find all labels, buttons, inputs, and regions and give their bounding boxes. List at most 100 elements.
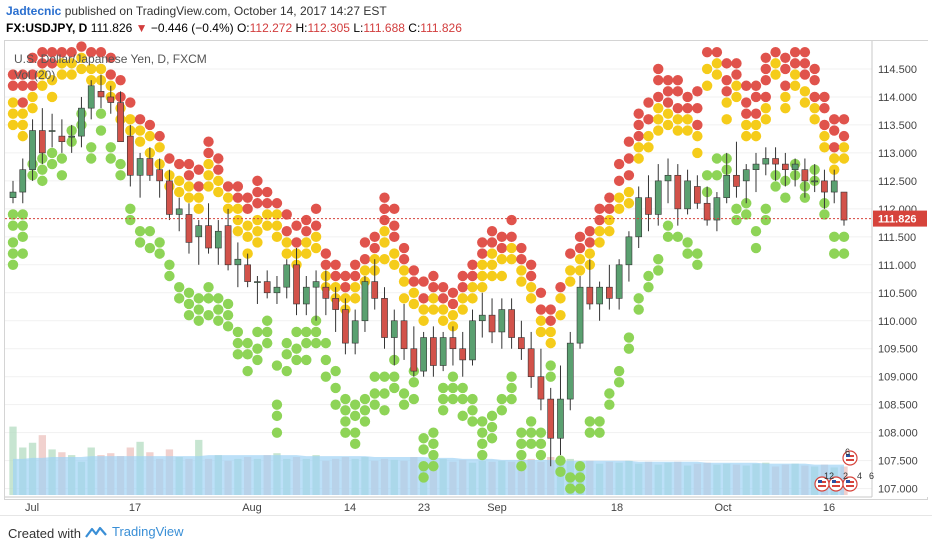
red-dot xyxy=(174,158,185,170)
yellow-dot xyxy=(672,114,683,125)
price-tick-label: 109.000 xyxy=(878,372,918,384)
red-dot xyxy=(203,136,214,147)
red-dot xyxy=(27,80,38,91)
red-dot xyxy=(369,242,380,254)
yellow-dot xyxy=(809,102,820,114)
price-axis-background xyxy=(872,41,928,497)
red-dot xyxy=(437,281,449,293)
red-dot xyxy=(379,192,390,203)
tradingview-link[interactable]: TradingView xyxy=(84,524,184,539)
green-dot xyxy=(398,399,410,410)
green-dot xyxy=(56,170,68,181)
green-dot xyxy=(242,349,253,360)
red-dot xyxy=(653,63,664,75)
red-dot xyxy=(105,69,116,80)
red-dot xyxy=(379,214,390,226)
price-tick-label: 107.500 xyxy=(878,456,918,468)
candle-up xyxy=(762,158,770,165)
flag-stripe xyxy=(832,485,840,487)
time-tick-label: Aug xyxy=(242,502,262,514)
yellow-dot xyxy=(310,242,322,254)
yellow-dot xyxy=(389,248,400,259)
red-dot xyxy=(741,80,752,91)
yellow-dot xyxy=(780,91,791,103)
flag-canton xyxy=(846,480,850,483)
price-tick-label: 113.500 xyxy=(878,120,917,132)
green-dot xyxy=(7,248,19,259)
yellow-dot xyxy=(301,237,312,248)
ohlc-legend: FX:USDJPY, D 111.826 ▼ −0.446 (−0.4%) O:… xyxy=(6,21,462,35)
candle-down xyxy=(244,264,251,282)
yellow-dot xyxy=(760,102,771,114)
green-dot xyxy=(369,399,380,410)
red-dot xyxy=(692,102,703,114)
price-tick-label: 110.500 xyxy=(878,288,917,300)
green-dot xyxy=(183,298,195,310)
yellow-dot xyxy=(46,91,58,103)
yellow-dot xyxy=(662,119,674,131)
yellow-dot xyxy=(252,226,263,237)
yellow-dot xyxy=(565,276,576,287)
green-dot xyxy=(692,259,703,271)
green-dot xyxy=(213,304,224,315)
price-tick-label: 107.000 xyxy=(878,484,918,496)
candle-up xyxy=(195,225,203,238)
red-dot xyxy=(457,270,468,282)
green-dot xyxy=(105,153,116,164)
time-axis: Jul 17 Aug 14 23 Sep 18 Oct 16 xyxy=(5,496,872,514)
symbol-label[interactable]: FX:USDJPY, D xyxy=(6,21,88,35)
green-dot xyxy=(125,214,136,226)
red-dot xyxy=(457,281,468,293)
red-dot xyxy=(829,142,840,153)
red-dot xyxy=(789,58,801,69)
green-dot xyxy=(418,444,429,455)
yellow-dot xyxy=(653,114,664,125)
last-price-tag-label: 111.826 xyxy=(878,214,917,226)
red-dot xyxy=(271,198,283,209)
red-dot xyxy=(428,270,439,282)
price-tick-label: 108.000 xyxy=(878,428,918,440)
yellow-dot xyxy=(437,304,449,315)
candle-down xyxy=(508,309,515,338)
price-tick-label: 108.500 xyxy=(878,400,918,412)
yellow-dot xyxy=(477,281,488,293)
candle-up xyxy=(273,286,281,294)
candle-up xyxy=(469,320,476,361)
green-dot xyxy=(37,164,48,175)
green-dot xyxy=(115,158,126,170)
candle-up xyxy=(68,135,75,138)
red-dot xyxy=(183,170,195,181)
red-dot xyxy=(7,69,19,80)
green-dot xyxy=(633,304,644,315)
green-dot xyxy=(154,237,165,248)
red-dot xyxy=(701,46,713,58)
author-link[interactable]: Jadtecnic xyxy=(6,4,62,18)
low-label: L: xyxy=(353,21,364,35)
yellow-dot xyxy=(418,304,429,315)
red-dot xyxy=(750,80,762,91)
yellow-dot xyxy=(398,276,410,287)
yellow-dot xyxy=(252,214,263,226)
red-dot xyxy=(623,170,635,181)
red-dot xyxy=(213,164,224,175)
green-dot xyxy=(418,472,429,483)
green-dot xyxy=(643,270,654,282)
red-dot xyxy=(418,276,429,287)
candle-down xyxy=(117,102,124,143)
red-dot xyxy=(809,91,820,103)
green-dot xyxy=(291,343,302,354)
yellow-dot xyxy=(525,293,537,304)
green-dot xyxy=(301,326,312,338)
candle-down xyxy=(166,180,173,215)
green-dot xyxy=(731,214,742,226)
yellow-dot xyxy=(359,265,371,276)
yellow-dot xyxy=(760,114,771,125)
green-dot xyxy=(437,393,449,405)
price-chart[interactable]: 114.500114.000113.500113.000112.500112.0… xyxy=(0,0,932,515)
yellow-dot xyxy=(125,114,136,125)
yellow-dot xyxy=(7,97,19,108)
red-dot xyxy=(643,114,654,125)
red-dot xyxy=(349,270,361,282)
yellow-dot xyxy=(271,231,283,243)
yellow-dot xyxy=(653,125,664,136)
